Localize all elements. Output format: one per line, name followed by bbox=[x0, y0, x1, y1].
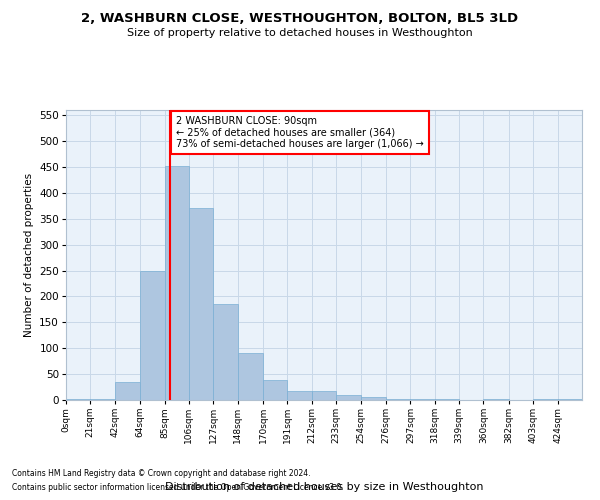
Bar bbox=[361, 398, 386, 400]
Bar bbox=[115, 382, 140, 400]
Text: 2, WASHBURN CLOSE, WESTHOUGHTON, BOLTON, BL5 3LD: 2, WASHBURN CLOSE, WESTHOUGHTON, BOLTON,… bbox=[82, 12, 518, 26]
Bar bbox=[189, 208, 213, 400]
Bar bbox=[140, 270, 164, 400]
Bar bbox=[410, 399, 435, 400]
Bar bbox=[287, 390, 312, 400]
X-axis label: Distribution of detached houses by size in Westhoughton: Distribution of detached houses by size … bbox=[165, 482, 483, 492]
Bar bbox=[213, 304, 238, 400]
Text: Contains HM Land Registry data © Crown copyright and database right 2024.: Contains HM Land Registry data © Crown c… bbox=[12, 468, 311, 477]
Bar bbox=[238, 354, 263, 400]
Text: Size of property relative to detached houses in Westhoughton: Size of property relative to detached ho… bbox=[127, 28, 473, 38]
Bar bbox=[336, 395, 361, 400]
Bar bbox=[91, 399, 115, 400]
Bar bbox=[164, 166, 189, 400]
Bar bbox=[66, 399, 91, 400]
Bar bbox=[263, 380, 287, 400]
Y-axis label: Number of detached properties: Number of detached properties bbox=[24, 173, 34, 337]
Text: Contains public sector information licensed under the Open Government Licence v3: Contains public sector information licen… bbox=[12, 484, 344, 492]
Bar bbox=[312, 390, 336, 400]
Bar bbox=[386, 399, 410, 400]
Text: 2 WASHBURN CLOSE: 90sqm
← 25% of detached houses are smaller (364)
73% of semi-d: 2 WASHBURN CLOSE: 90sqm ← 25% of detache… bbox=[176, 116, 424, 150]
